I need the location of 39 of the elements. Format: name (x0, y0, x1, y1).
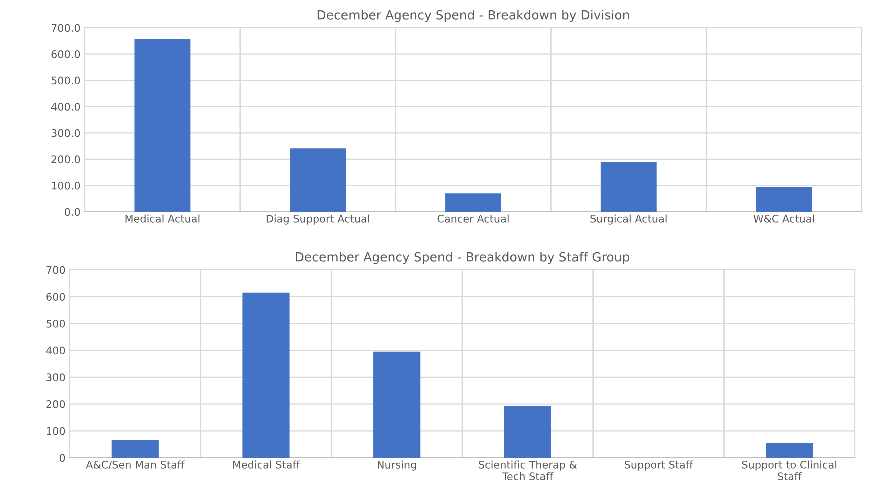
y-tick-label: 0 (60, 454, 66, 462)
x-tick-label: Medical Actual (126, 214, 200, 223)
y-tick-label: 200.0 (52, 156, 80, 164)
y-tick-label: 0.0 (64, 208, 80, 216)
y-tick-label: 300 (46, 374, 66, 382)
x-tick-label: Support to Clinical Staff (742, 460, 837, 481)
bar (446, 194, 502, 212)
bar (756, 187, 812, 212)
y-tick-label: 600 (46, 293, 66, 301)
y-tick-label: 700.0 (52, 24, 80, 32)
x-tick-label: A&C/Sen Man Staff (86, 460, 185, 470)
chart-title: December Agency Spend - Breakdown by Division (318, 10, 630, 22)
bar (766, 442, 814, 458)
y-tick-label: 200 (46, 400, 66, 408)
y-tick-label: 400.0 (52, 103, 80, 111)
bar (134, 39, 191, 212)
bar (242, 292, 290, 458)
x-tick-label: Cancer Actual (438, 214, 509, 223)
y-tick-label: 500.0 (52, 76, 80, 85)
x-tick-label: W&C Actual (754, 214, 814, 223)
bar (112, 440, 159, 458)
x-tick-label: Diag Support Actual (266, 214, 370, 225)
y-tick-label: 500 (46, 320, 66, 328)
y-tick-label: 100.0 (52, 182, 80, 190)
bar (290, 148, 346, 212)
chart-title: December Agency Spend - Breakdown by Staff Group (296, 252, 630, 264)
bar (374, 352, 421, 458)
y-tick-label: 300.0 (52, 129, 80, 138)
y-tick-label: 700 (46, 266, 66, 274)
x-tick-label: Scientific Therap & Tech Staff (479, 460, 578, 481)
y-tick-label: 400 (46, 346, 66, 355)
x-tick-label: Support Staff (624, 460, 694, 471)
bar (600, 162, 657, 212)
y-tick-label: 600.0 (52, 50, 80, 58)
x-tick-label: Nursing (378, 460, 416, 471)
bar (504, 406, 552, 458)
x-tick-label: Medical Staff (233, 460, 300, 469)
y-tick-label: 100 (47, 427, 66, 436)
x-tick-label: Surgical Actual (590, 214, 667, 225)
